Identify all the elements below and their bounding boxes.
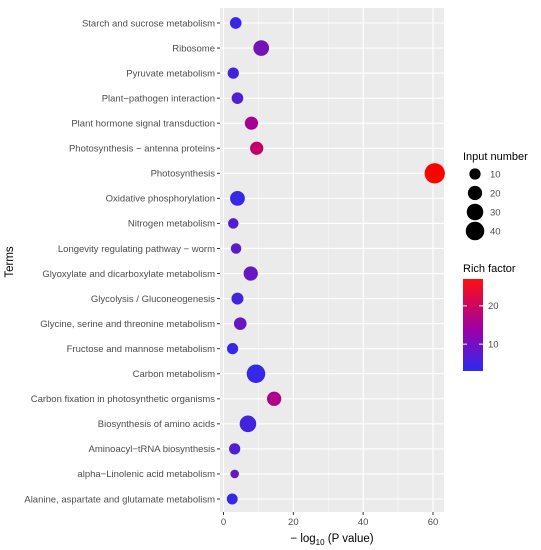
term-label: Starch and sucrose metabolism	[82, 18, 215, 29]
term-label: Plant−pathogen interaction	[102, 93, 215, 104]
x-axis-ticks: 0 20 40 60	[221, 512, 438, 528]
color-legend-label: 20	[488, 301, 499, 312]
data-point	[244, 116, 259, 130]
data-point	[229, 17, 242, 29]
size-legend-dot	[467, 185, 483, 201]
size-legend-dot	[465, 221, 485, 241]
data-point	[230, 190, 245, 206]
term-label: Aminoacyl−tRNA biosynthesis	[89, 444, 216, 455]
term-label: Plant hormone signal transduction	[71, 119, 215, 130]
term-label: Nitrogen metabolism	[128, 219, 215, 230]
x-tick-label: 20	[288, 517, 299, 528]
data-point	[424, 163, 445, 184]
data-point	[226, 343, 239, 355]
color-legend: Rich factor 10 20	[463, 263, 516, 371]
size-legend-dot	[466, 203, 484, 221]
data-point	[239, 415, 257, 433]
data-points	[226, 17, 445, 505]
size-legend-label: 40	[490, 226, 501, 237]
term-label: Photosynthesis	[151, 169, 216, 180]
term-label: Longevity regulating pathway − worm	[58, 244, 215, 255]
term-label: Glycolysis / Gluconeogenesis	[91, 294, 215, 305]
data-point	[253, 40, 270, 56]
data-point	[246, 364, 266, 384]
color-legend-label: 10	[488, 339, 499, 350]
term-labels: Starch and sucrose metabolism Ribosome Pyr…	[24, 18, 220, 505]
term-label: Oxidative phosphorylation	[106, 194, 215, 205]
size-legend-label: 10	[490, 169, 501, 180]
size-legend-items: 10 20 30 40	[465, 168, 501, 241]
x-tick-label: 0	[221, 517, 226, 528]
data-point	[231, 292, 244, 305]
size-legend: Input number 10 20 30 40	[463, 151, 528, 241]
term-label: Carbon metabolism	[133, 369, 215, 380]
x-tick-label: 60	[428, 517, 439, 528]
x-axis-title-suffix: (P value)	[325, 533, 374, 545]
term-label: Glyoxylate and dicarboxylate metabolism	[42, 269, 215, 280]
term-label: Carbon fixation in photosynthetic organi…	[31, 394, 216, 405]
data-point	[230, 469, 239, 479]
data-point	[266, 391, 282, 406]
plot-panel	[220, 8, 444, 512]
x-tick-label: 40	[358, 517, 369, 528]
y-axis-title: Terms	[4, 246, 16, 278]
x-axis-title: − log10 (P value)	[290, 533, 373, 547]
data-point	[243, 266, 258, 281]
x-axis-title-prefix: − log	[290, 533, 315, 545]
color-legend-title: Rich factor	[463, 263, 516, 275]
size-legend-title: Input number	[463, 151, 528, 163]
term-label: Pyruvate metabolism	[126, 68, 215, 79]
x-axis-title-subscript: 10	[316, 538, 325, 547]
color-legend-bar	[463, 279, 483, 371]
color-legend-ticks: 10 20	[463, 301, 499, 350]
term-label: Alanine, aspartate and glutamate metabol…	[24, 494, 215, 505]
term-label: Ribosome	[172, 43, 215, 54]
size-legend-dot	[469, 168, 481, 180]
size-legend-label: 20	[490, 188, 501, 199]
data-point	[230, 243, 242, 254]
data-point	[227, 67, 239, 79]
data-point	[231, 92, 244, 104]
data-point	[229, 443, 241, 455]
data-point	[250, 141, 264, 155]
term-label: Fructose and mannose metabolism	[67, 344, 215, 355]
term-label: alpha−Linolenic acid metabolism	[77, 469, 215, 480]
term-label: Glycine, serine and threonine metabolism	[40, 319, 215, 330]
size-legend-label: 30	[490, 207, 501, 218]
data-point	[226, 493, 238, 505]
data-point	[228, 218, 239, 229]
term-label: Photosynthesis − antenna proteins	[69, 144, 215, 155]
data-point	[233, 317, 247, 330]
term-label: Biosynthesis of amino acids	[98, 419, 215, 430]
